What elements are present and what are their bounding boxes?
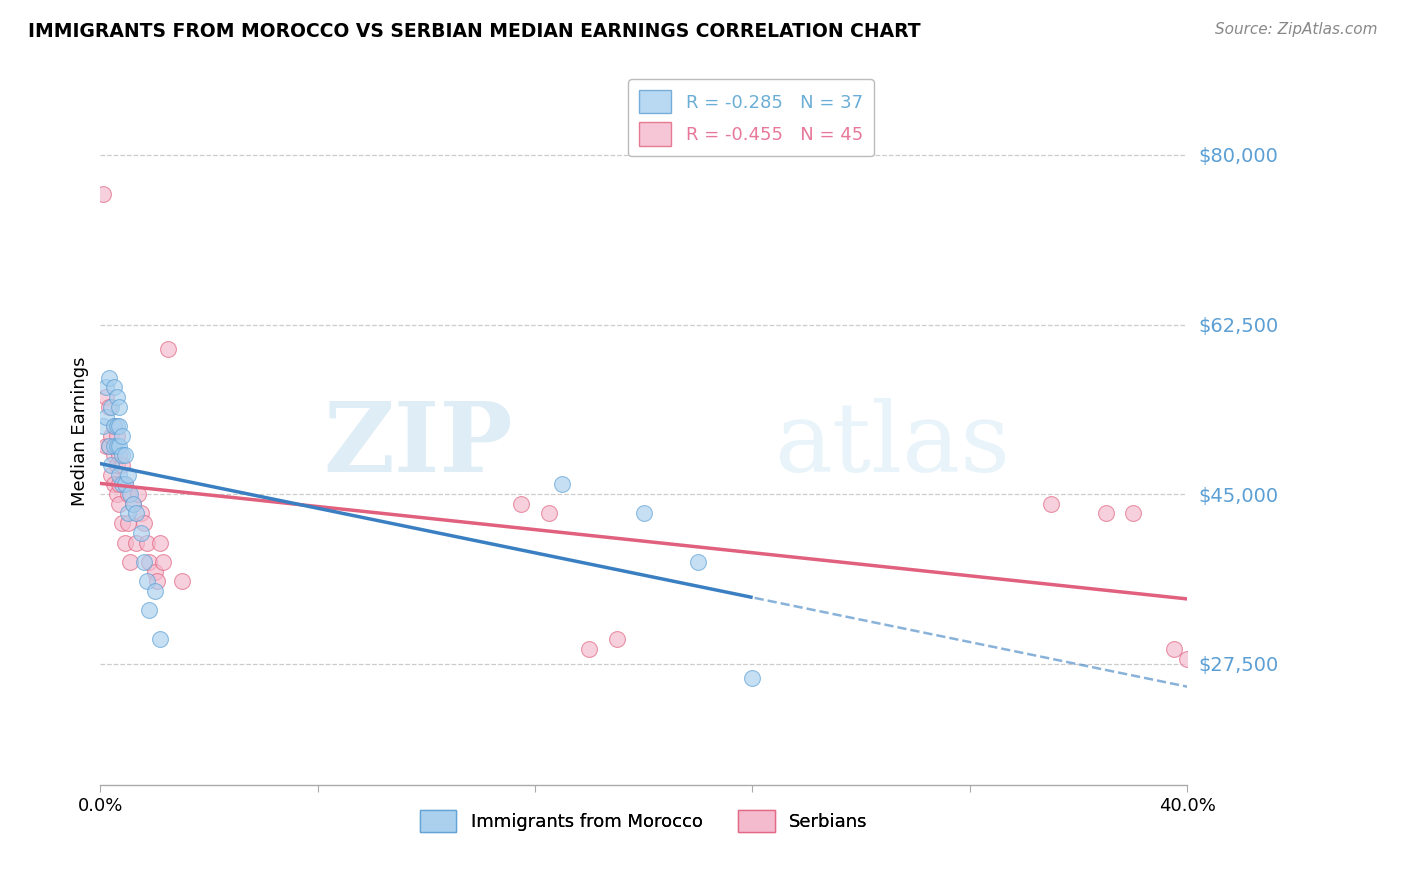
- Point: [105, 429, 128, 443]
- Point: [1163, 642, 1185, 657]
- Point: [94, 439, 117, 453]
- Text: IMMIGRANTS FROM MOROCCO VS SERBIAN MEDIAN EARNINGS CORRELATION CHART: IMMIGRANTS FROM MOROCCO VS SERBIAN MEDIA…: [28, 22, 921, 41]
- Point: [94, 390, 117, 404]
- Point: [1175, 652, 1198, 666]
- Point: [100, 400, 122, 414]
- Point: [551, 477, 574, 491]
- Point: [108, 497, 131, 511]
- Point: [122, 497, 145, 511]
- Point: [103, 419, 125, 434]
- Point: [105, 390, 128, 404]
- Point: [1094, 507, 1116, 521]
- Point: [1040, 497, 1063, 511]
- Point: [108, 448, 131, 462]
- Point: [146, 574, 169, 589]
- Point: [91, 186, 114, 201]
- Point: [606, 632, 628, 647]
- Point: [97, 439, 120, 453]
- Point: [129, 507, 152, 521]
- Point: [105, 458, 128, 472]
- Point: [103, 419, 125, 434]
- Point: [108, 467, 131, 482]
- Point: [114, 448, 136, 462]
- Point: [149, 632, 172, 647]
- Point: [108, 419, 131, 434]
- Point: [117, 487, 139, 501]
- Point: [135, 535, 157, 549]
- Point: [100, 458, 122, 472]
- Point: [111, 477, 134, 491]
- Y-axis label: Median Earnings: Median Earnings: [72, 356, 89, 506]
- Point: [127, 487, 149, 501]
- Point: [149, 535, 172, 549]
- Point: [117, 507, 139, 521]
- Point: [122, 497, 145, 511]
- Point: [120, 487, 142, 501]
- Point: [741, 671, 763, 685]
- Point: [108, 439, 131, 453]
- Legend: Immigrants from Morocco, Serbians: Immigrants from Morocco, Serbians: [413, 803, 875, 839]
- Point: [688, 555, 710, 569]
- Point: [633, 507, 655, 521]
- Point: [100, 429, 122, 443]
- Point: [152, 555, 174, 569]
- Point: [103, 439, 125, 453]
- Point: [105, 439, 128, 453]
- Point: [103, 448, 125, 462]
- Point: [138, 555, 160, 569]
- Point: [143, 565, 166, 579]
- Point: [124, 507, 146, 521]
- Point: [105, 487, 128, 501]
- Point: [111, 429, 134, 443]
- Point: [111, 458, 134, 472]
- Point: [100, 467, 122, 482]
- Point: [117, 467, 139, 482]
- Point: [120, 555, 142, 569]
- Point: [91, 419, 114, 434]
- Text: Source: ZipAtlas.com: Source: ZipAtlas.com: [1215, 22, 1378, 37]
- Text: atlas: atlas: [775, 398, 1010, 492]
- Point: [94, 409, 117, 424]
- Point: [103, 380, 125, 394]
- Point: [578, 642, 600, 657]
- Point: [94, 380, 117, 394]
- Point: [108, 400, 131, 414]
- Point: [97, 400, 120, 414]
- Point: [129, 525, 152, 540]
- Point: [108, 477, 131, 491]
- Point: [111, 516, 134, 530]
- Point: [105, 419, 128, 434]
- Point: [537, 507, 560, 521]
- Point: [1122, 507, 1144, 521]
- Point: [114, 477, 136, 491]
- Point: [114, 477, 136, 491]
- Point: [97, 439, 120, 453]
- Point: [143, 584, 166, 599]
- Point: [135, 574, 157, 589]
- Point: [111, 448, 134, 462]
- Point: [138, 603, 160, 617]
- Point: [132, 555, 155, 569]
- Text: ZIP: ZIP: [323, 398, 513, 492]
- Point: [97, 371, 120, 385]
- Point: [103, 477, 125, 491]
- Point: [510, 497, 533, 511]
- Point: [117, 516, 139, 530]
- Point: [157, 342, 180, 356]
- Point: [124, 535, 146, 549]
- Point: [114, 535, 136, 549]
- Point: [170, 574, 193, 589]
- Point: [132, 516, 155, 530]
